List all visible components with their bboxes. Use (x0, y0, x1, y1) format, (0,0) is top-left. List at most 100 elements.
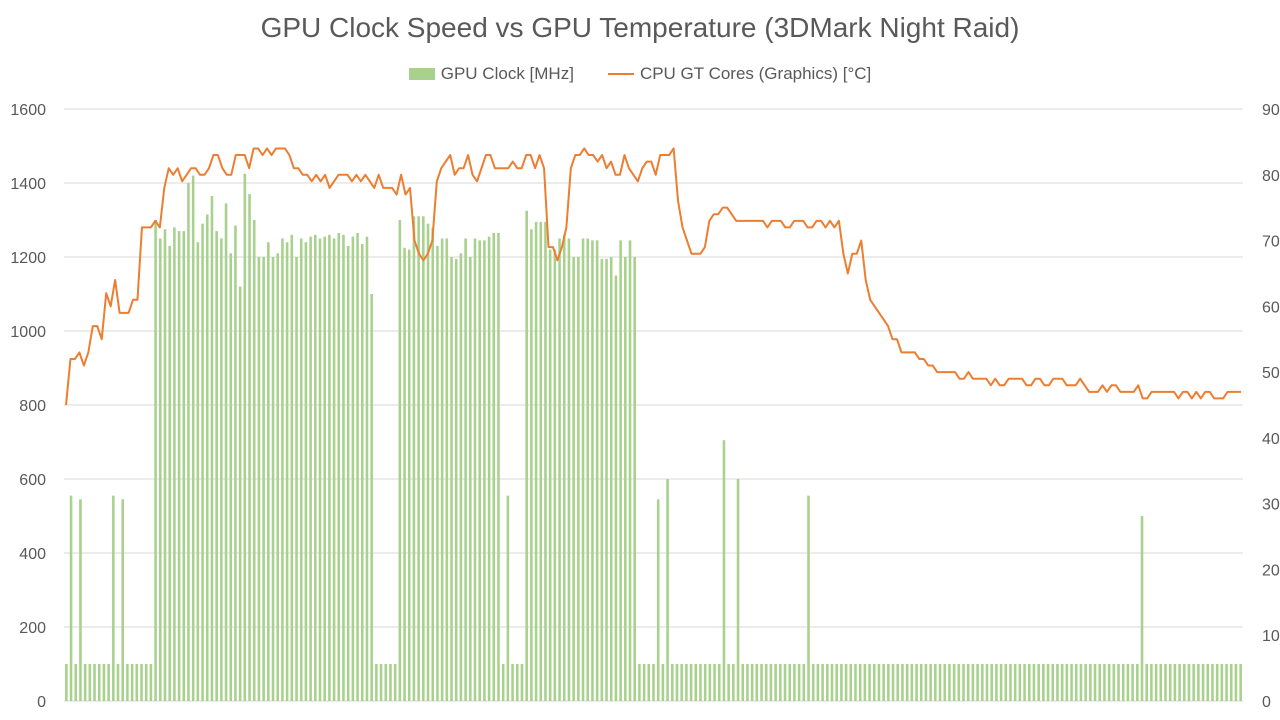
gpu-clock-bar (929, 664, 932, 701)
gpu-clock-bar (548, 249, 552, 701)
gpu-clock-bar (346, 245, 350, 701)
legend: GPU Clock [MHz] CPU GT Cores (Graphics) … (0, 64, 1280, 84)
gpu-clock-bar (600, 258, 604, 701)
y-left-tick-label: 400 (19, 546, 46, 563)
gridlines (64, 108, 1243, 702)
legend-label-gpu-temp: CPU GT Cores (Graphics) [°C] (639, 64, 872, 83)
y-right-tick-label: 60 (1262, 299, 1280, 316)
gpu-clock-bar (905, 664, 909, 701)
gpu-clock-bar (699, 664, 702, 701)
gpu-clock-bar (163, 229, 167, 701)
gpu-clock-bar (628, 240, 632, 701)
gpu-clock-bar (370, 294, 373, 701)
gpu-clock-bar (1074, 664, 1078, 701)
gpu-clock-bar (816, 664, 820, 701)
legend-label-gpu-clock: GPU Clock [MHz] (440, 64, 574, 83)
gpu-clock-bar (215, 231, 218, 701)
gpu-clock-bar (154, 220, 157, 701)
gpu-clock-bar (985, 664, 989, 701)
gpu-clock-bar (304, 242, 308, 701)
gpu-clock-bar (328, 234, 331, 702)
gpu-clock-bar (121, 499, 124, 701)
gpu-clock-bar (144, 664, 148, 701)
gpu-clock-bar (337, 232, 341, 701)
gpu-clock-bar (689, 664, 693, 701)
gpu-clock-bar (938, 664, 942, 701)
y-right-tick-label: 50 (1262, 365, 1280, 382)
gpu-clock-bar (746, 664, 749, 701)
gpu-clock-bar (97, 664, 101, 701)
gpu-clock-bar (882, 664, 885, 701)
gpu-clock-bar (872, 664, 876, 701)
y-left-tick-label: 800 (19, 398, 46, 415)
gpu-clock-bar (722, 440, 726, 701)
gpu-clock-bar (126, 664, 129, 701)
gpu-clock-bar (966, 664, 970, 701)
gpu-clock-bar (750, 664, 754, 701)
gpu-clock-bar (934, 664, 937, 701)
gpu-temp-line-group (65, 147, 1241, 406)
gpu-clock-bar (525, 210, 528, 701)
gpu-clock-bar (497, 232, 500, 701)
gpu-clock-bar (431, 227, 435, 701)
gpu-clock-bar (638, 664, 641, 701)
gpu-clock-bar (426, 223, 430, 701)
gpu-clock-bar (351, 236, 355, 701)
gpu-clock-bar (88, 664, 92, 701)
y-right-tick-label: 80 (1262, 168, 1280, 185)
gpu-clock-bar (473, 238, 477, 701)
gpu-clock-bar (1220, 664, 1224, 701)
gpu-clock-bar (506, 495, 510, 701)
gpu-clock-bar (318, 238, 322, 701)
gpu-clock-bar (605, 258, 608, 701)
gpu-clock-bar (863, 664, 867, 701)
gpu-clock-bar (69, 495, 73, 701)
legend-item-gpu-temp: CPU GT Cores (Graphics) [°C] (607, 64, 872, 84)
gpu-clock-bar (826, 664, 829, 701)
gpu-clock-bar (83, 664, 87, 701)
gpu-clock-bar (389, 664, 392, 701)
gpu-clock-bar (440, 238, 444, 701)
gpu-clock-bar (821, 664, 824, 701)
gpu-clock-bar (417, 216, 420, 702)
gpu-clock-bar (159, 238, 162, 701)
gpu-clock-bar (990, 664, 993, 701)
gpu-clock-bar (769, 664, 773, 701)
gpu-clock-bars (65, 173, 1242, 702)
gpu-clock-bar (948, 664, 951, 701)
gpu-clock-bar (196, 242, 200, 701)
gpu-clock-bar (403, 247, 406, 701)
gpu-clock-bar (675, 664, 679, 701)
gpu-clock-bar (332, 238, 336, 701)
gpu-clock-bar (1009, 664, 1012, 701)
gpu-clock-bar (1140, 516, 1144, 701)
gpu-clock-bar (840, 664, 843, 701)
y-right-tick-label: 30 (1262, 497, 1280, 514)
y-left-tick-label: 600 (19, 472, 46, 489)
gpu-clock-bar (79, 499, 82, 701)
gpu-clock-bar (93, 664, 96, 701)
gpu-clock-bar (1093, 664, 1097, 701)
gpu-clock-bar (764, 664, 768, 701)
gpu-clock-bar (1126, 664, 1130, 701)
gpu-clock-bar (1211, 664, 1214, 701)
gpu-clock-bar (1145, 664, 1148, 701)
gpu-clock-bar (407, 249, 411, 701)
gpu-clock-bar (281, 238, 284, 701)
gpu-clock-bar (844, 664, 848, 701)
gpu-clock-bar (562, 234, 566, 702)
gpu-clock-bar (708, 664, 712, 701)
gpu-clock-bar (1215, 664, 1219, 701)
y-left-tick-label: 0 (37, 694, 46, 711)
y-right-tick-label: 0 (1262, 694, 1271, 711)
gpu-clock-bar (1079, 664, 1083, 701)
gpu-clock-bar (1065, 664, 1069, 701)
gpu-clock-bar (135, 664, 139, 701)
gpu-clock-bar (924, 664, 928, 701)
gpu-clock-bar (323, 236, 326, 701)
gpu-clock-bar (642, 664, 646, 701)
gpu-clock-bar (229, 253, 233, 702)
gpu-clock-bar (1037, 664, 1040, 701)
